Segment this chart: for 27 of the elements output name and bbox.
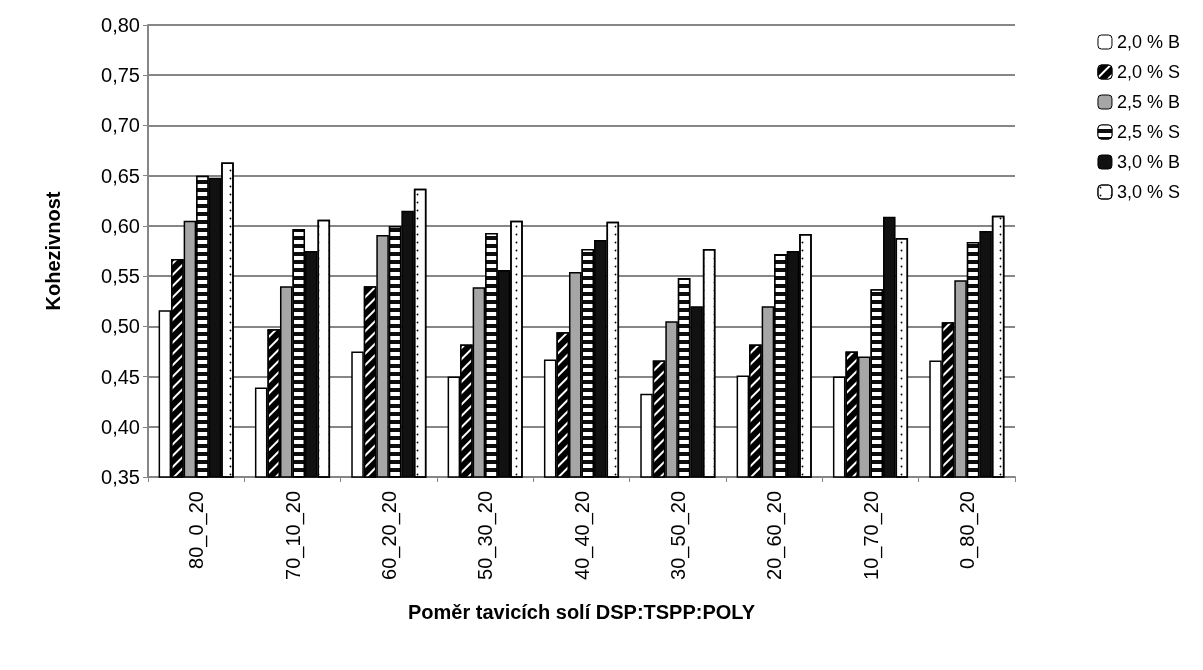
x-tick-label: 70_10_20 xyxy=(281,491,305,580)
x-tick-label: 20_60_20 xyxy=(763,491,787,580)
y-tick-label: 0,80 xyxy=(101,14,140,36)
y-tick-label: 0,35 xyxy=(101,466,140,488)
y-axis-title: Kohezivnost xyxy=(42,191,64,311)
x-tick-label: 30_50_20 xyxy=(666,491,690,580)
x-tick-label: 50_30_20 xyxy=(474,491,498,580)
x-tick-label: 0_80_20 xyxy=(955,491,979,569)
legend-label: 3,0 % B xyxy=(1116,152,1181,172)
x-tick-label: 60_20_20 xyxy=(377,491,401,580)
x-tick-label: 10_70_20 xyxy=(859,491,883,580)
y-tick-label: 0,60 xyxy=(101,214,140,237)
y-tick-label: 0,55 xyxy=(101,265,140,288)
x-axis-title: Poměr tavicích solí DSP:TSPP:POLY xyxy=(407,601,756,623)
legend-label: 2,5 % S xyxy=(1116,122,1181,142)
y-tick-label: 0,70 xyxy=(101,114,140,137)
legend-label: 3,0 % S xyxy=(1116,182,1181,202)
legend-label: 2,5 % B xyxy=(1116,92,1181,112)
y-tick-label: 0,50 xyxy=(101,315,140,338)
y-tick-label: 0,40 xyxy=(101,415,140,438)
y-tick-label: 0,45 xyxy=(101,365,140,388)
x-tick-label: 40_40_20 xyxy=(570,491,594,580)
x-tick-label: 80_0_20 xyxy=(185,491,209,569)
y-tick-label: 0,65 xyxy=(101,164,140,187)
legend-label: 2,0 % S xyxy=(1116,62,1181,82)
y-tick-label: 0,75 xyxy=(101,64,140,87)
legend-label: 2,0 % B xyxy=(1116,32,1181,52)
